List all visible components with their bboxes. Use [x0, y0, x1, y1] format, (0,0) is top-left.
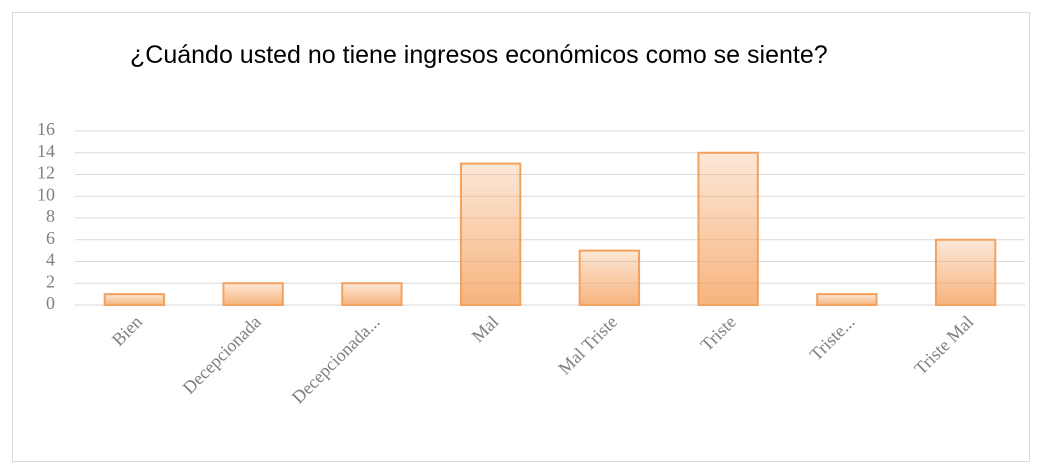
chart-title: ¿Cuándo usted no tiene ingresos económic… — [130, 41, 828, 69]
x-tick-label: Triste... — [806, 312, 859, 365]
bar — [103, 293, 166, 306]
x-tick-label: Decepcionada — [179, 312, 265, 398]
y-tick-label: 10 — [37, 184, 55, 204]
x-tick-label: Mal — [468, 312, 503, 347]
y-tick-label: 12 — [37, 163, 55, 183]
x-tick-label: Triste Mal — [910, 312, 977, 379]
x-tick-label: Mal Triste — [554, 312, 621, 379]
x-tick-label: Decepcionada... — [288, 312, 384, 408]
bar — [341, 282, 403, 306]
bar — [459, 162, 522, 306]
y-tick-label: 14 — [37, 141, 55, 161]
bar — [578, 249, 641, 306]
bar — [222, 282, 284, 306]
y-tick-label: 16 — [37, 119, 55, 139]
y-tick-label: 4 — [46, 250, 55, 270]
x-tick-label: Triste — [696, 312, 739, 355]
bar — [816, 293, 878, 306]
y-tick-label: 0 — [46, 293, 55, 313]
y-tick-label: 6 — [46, 228, 55, 248]
x-tick-label: Bien — [108, 312, 146, 350]
y-tick-label: 2 — [46, 271, 55, 291]
bar — [697, 151, 759, 306]
bar — [934, 238, 997, 306]
y-tick-label: 8 — [46, 206, 55, 226]
